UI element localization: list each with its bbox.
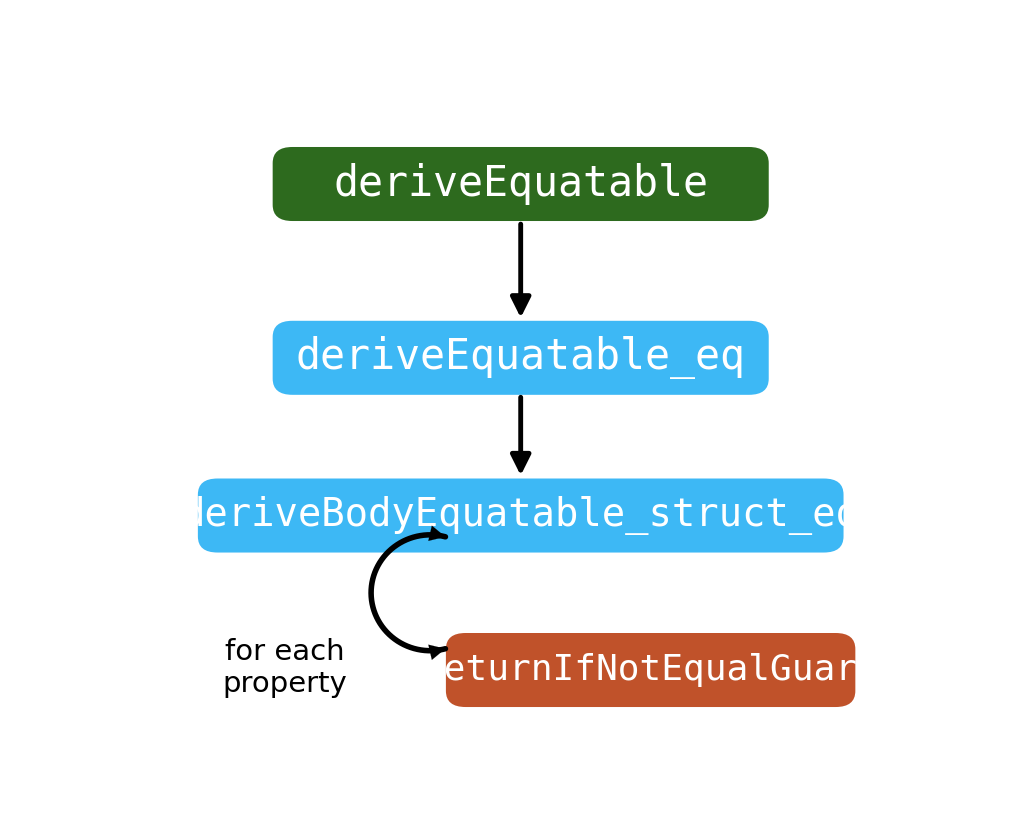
FancyBboxPatch shape [272, 321, 769, 395]
Text: returnIfNotEqualGuard: returnIfNotEqualGuard [423, 653, 879, 687]
Text: for each
property: for each property [223, 638, 346, 698]
FancyBboxPatch shape [446, 633, 855, 707]
FancyBboxPatch shape [198, 478, 843, 553]
Text: deriveEquatable_eq: deriveEquatable_eq [296, 336, 746, 380]
Text: deriveEquatable: deriveEquatable [333, 163, 708, 205]
Text: deriveBodyEquatable_struct_eq: deriveBodyEquatable_struct_eq [182, 496, 860, 535]
FancyBboxPatch shape [272, 147, 769, 221]
